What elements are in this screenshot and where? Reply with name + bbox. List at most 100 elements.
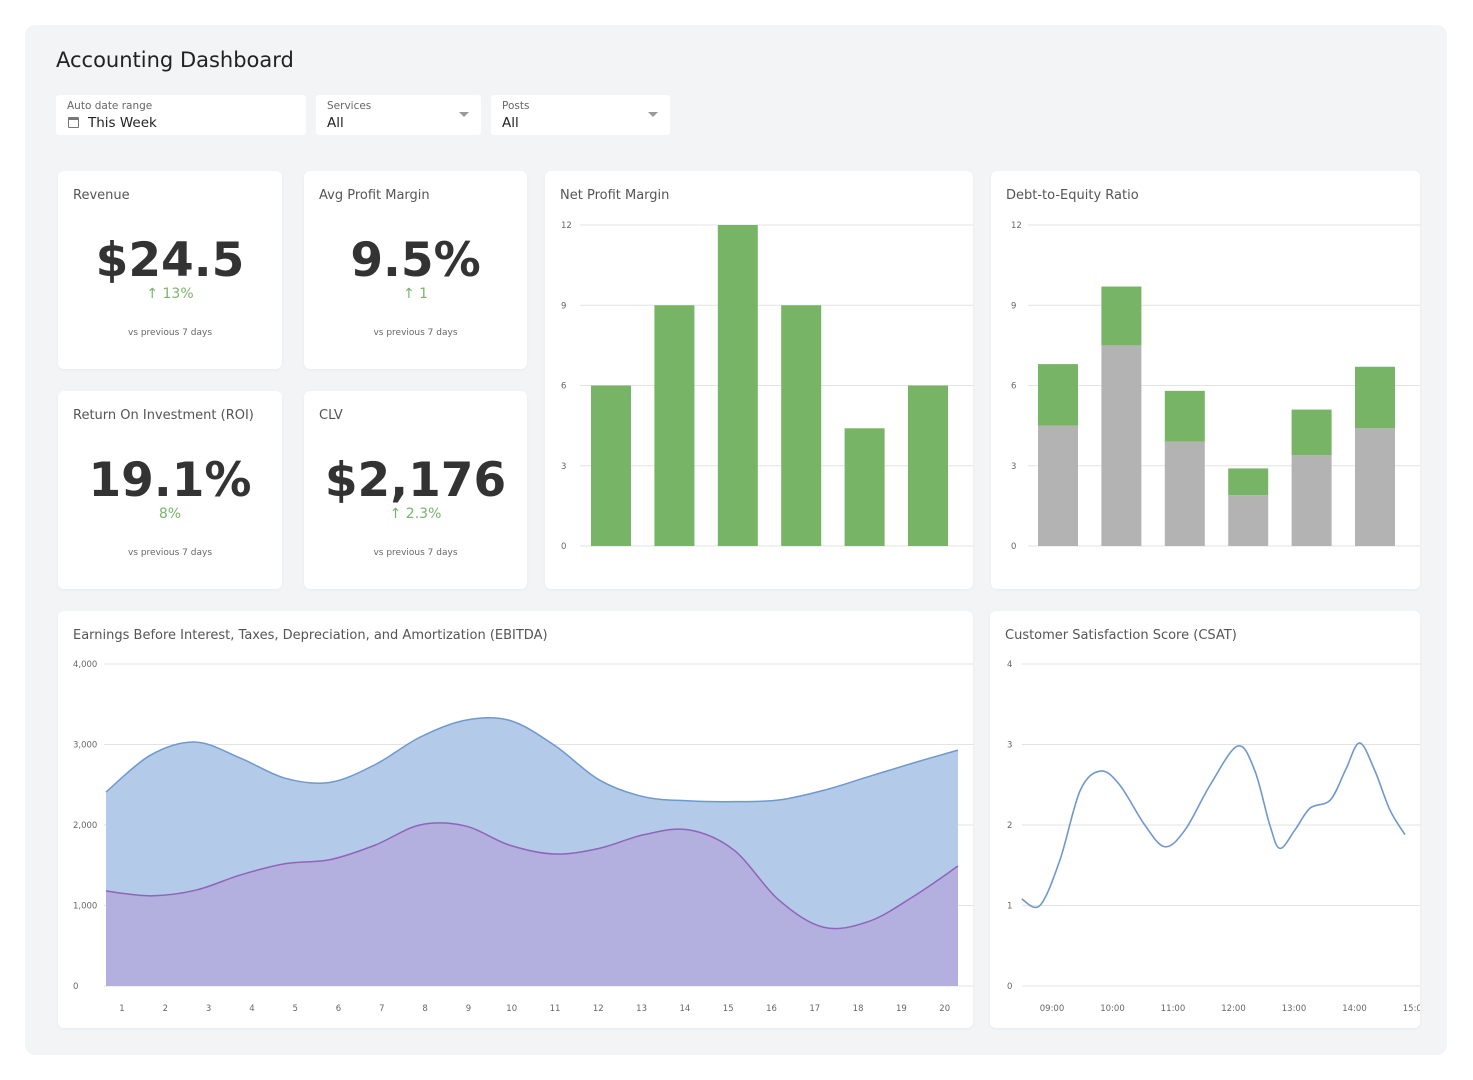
bar bbox=[717, 225, 758, 546]
line-series-2 bbox=[105, 822, 959, 930]
kpi-sub: vs previous 7 days bbox=[373, 548, 458, 558]
kpi-value: 9.5% bbox=[350, 233, 481, 288]
x-tick-label: 1 bbox=[119, 1004, 124, 1014]
x-tick-label: 3 bbox=[206, 1004, 211, 1014]
x-tick-label: 19 bbox=[896, 1004, 907, 1014]
kpi-value: 19.1% bbox=[88, 453, 252, 508]
x-tick-label: 15:00 bbox=[1403, 1004, 1420, 1014]
x-tick-label: 14:00 bbox=[1342, 1004, 1367, 1014]
calendar-icon bbox=[68, 117, 79, 128]
bar bbox=[908, 385, 948, 546]
bar-segment-top bbox=[1101, 286, 1142, 346]
bar-segment-base bbox=[1355, 428, 1395, 546]
x-tick-label: 12 bbox=[593, 1004, 604, 1014]
x-tick-label: 11:00 bbox=[1161, 1004, 1186, 1014]
debt-to-equity-card: Debt-to-Equity Ratio 0 3 6 9 12 bbox=[991, 171, 1420, 589]
bar-segment-base bbox=[1291, 455, 1332, 546]
bar-segment-base bbox=[1038, 425, 1078, 546]
x-tick-label: 10 bbox=[506, 1004, 517, 1014]
filter-value: All bbox=[502, 115, 519, 131]
csat-line bbox=[1021, 742, 1406, 909]
kpi-delta: ↑ 13% bbox=[146, 286, 194, 302]
y-tick-label: 0 bbox=[1007, 982, 1012, 992]
bar bbox=[781, 305, 822, 546]
y-tick-label: 6 bbox=[1011, 382, 1016, 392]
debt-to-equity-chart: 0 3 6 9 12 bbox=[1011, 221, 1420, 552]
kpi-title: Return On Investment (ROI) bbox=[73, 408, 254, 423]
chevron-down-icon bbox=[459, 112, 469, 117]
x-tick-label: 17 bbox=[809, 1004, 820, 1014]
filter-value: All bbox=[327, 115, 344, 131]
line-series-1 bbox=[105, 716, 959, 803]
filter-label: Auto date range bbox=[67, 100, 153, 112]
chevron-down-icon bbox=[648, 112, 658, 117]
y-tick-label: 12 bbox=[561, 221, 572, 231]
bar-segment-top bbox=[1291, 409, 1332, 456]
y-tick-label: 3 bbox=[1011, 462, 1016, 472]
kpi-sub: vs previous 7 days bbox=[127, 548, 213, 558]
x-tick-label: 5 bbox=[292, 1004, 297, 1014]
filter-label: Posts bbox=[502, 100, 530, 112]
bar bbox=[654, 305, 695, 546]
kpi-avg-profit-margin: Avg Profit Margin 9.5% ↑ 1 vs previous 7… bbox=[304, 171, 527, 369]
date-range-filter[interactable]: Auto date range This Week bbox=[56, 95, 306, 135]
kpi-sub: vs previous 7 days bbox=[373, 328, 458, 338]
kpi-sub: vs previous 7 days bbox=[127, 328, 213, 338]
bar-segment-base bbox=[1164, 441, 1205, 546]
y-tick-label: 6 bbox=[561, 382, 566, 392]
kpi-value: $24.5 bbox=[95, 233, 245, 288]
bar bbox=[844, 428, 885, 546]
kpi-delta: ↑ 2.3% bbox=[389, 506, 442, 522]
bar-segment-base bbox=[1101, 345, 1142, 546]
y-tick-label: 2 bbox=[1007, 821, 1012, 831]
csat-card: Customer Satisfaction Score (CSAT) 0 1 2 3 4… bbox=[990, 611, 1420, 1028]
filter-value: This Week bbox=[88, 115, 157, 131]
y-tick-label: 9 bbox=[1011, 301, 1016, 311]
chart-title: Customer Satisfaction Score (CSAT) bbox=[1005, 628, 1237, 643]
ebitda-card: Earnings Before Interest, Taxes, Depreci… bbox=[58, 611, 973, 1028]
filter-label: Services bbox=[327, 100, 372, 112]
x-tick-label: 4 bbox=[249, 1004, 254, 1014]
bar-segment-base bbox=[1228, 495, 1269, 546]
x-tick-label: 9 bbox=[466, 1004, 471, 1014]
kpi-delta: 8% bbox=[158, 506, 182, 522]
bar-segment-top bbox=[1038, 364, 1078, 426]
x-tick-label: 13:00 bbox=[1282, 1004, 1307, 1014]
chart-title: Earnings Before Interest, Taxes, Depreci… bbox=[73, 628, 548, 643]
y-tick-label: 9 bbox=[561, 301, 566, 311]
y-tick-label: 3,000 bbox=[73, 741, 97, 751]
y-tick-label: 4,000 bbox=[73, 660, 97, 670]
x-tick-label: 6 bbox=[336, 1004, 341, 1014]
chart-title: Net Profit Margin bbox=[560, 188, 670, 203]
y-tick-label: 0 bbox=[561, 542, 566, 552]
kpi-revenue: Revenue $24.5 ↑ 13% vs previous 7 days bbox=[58, 171, 282, 369]
kpi-roi: Return On Investment (ROI) 19.1% 8% vs p… bbox=[58, 391, 282, 589]
x-tick-label: 2 bbox=[163, 1004, 168, 1014]
csat-chart: 0 1 2 3 4 09:00 10:00 11:00 12:00 13:00 14:00 15:00 bbox=[1007, 660, 1420, 1014]
y-tick-label: 12 bbox=[1011, 221, 1022, 231]
x-tick-label: 16 bbox=[766, 1004, 777, 1014]
posts-filter[interactable]: Posts All bbox=[491, 95, 670, 135]
kpi-delta: ↑ 1 bbox=[402, 286, 429, 302]
bar-segment-top bbox=[1228, 468, 1269, 496]
x-tick-label: 18 bbox=[853, 1004, 864, 1014]
y-tick-label: 0 bbox=[73, 982, 78, 992]
kpi-title: Avg Profit Margin bbox=[319, 188, 430, 203]
net-profit-margin-card: Net Profit Margin 0 3 6 9 12 bbox=[545, 171, 973, 589]
y-tick-label: 4 bbox=[1007, 660, 1012, 670]
x-tick-label: 14 bbox=[679, 1004, 690, 1014]
bar-segment-top bbox=[1164, 390, 1205, 442]
kpi-value: $2,176 bbox=[324, 453, 507, 508]
x-tick-label: 13 bbox=[636, 1004, 647, 1014]
net-profit-margin-chart: 0 3 6 9 12 bbox=[561, 221, 973, 552]
kpi-title: CLV bbox=[319, 408, 343, 423]
kpi-title: Revenue bbox=[73, 188, 130, 203]
x-tick-label: 20 bbox=[939, 1004, 950, 1014]
y-tick-label: 2,000 bbox=[73, 821, 97, 831]
services-filter[interactable]: Services All bbox=[316, 95, 481, 135]
x-tick-label: 10:00 bbox=[1100, 1004, 1125, 1014]
bar-segment-top bbox=[1355, 366, 1395, 429]
kpi-clv: CLV $2,176 ↑ 2.3% vs previous 7 days bbox=[304, 391, 527, 589]
page-title: Accounting Dashboard bbox=[56, 48, 294, 72]
